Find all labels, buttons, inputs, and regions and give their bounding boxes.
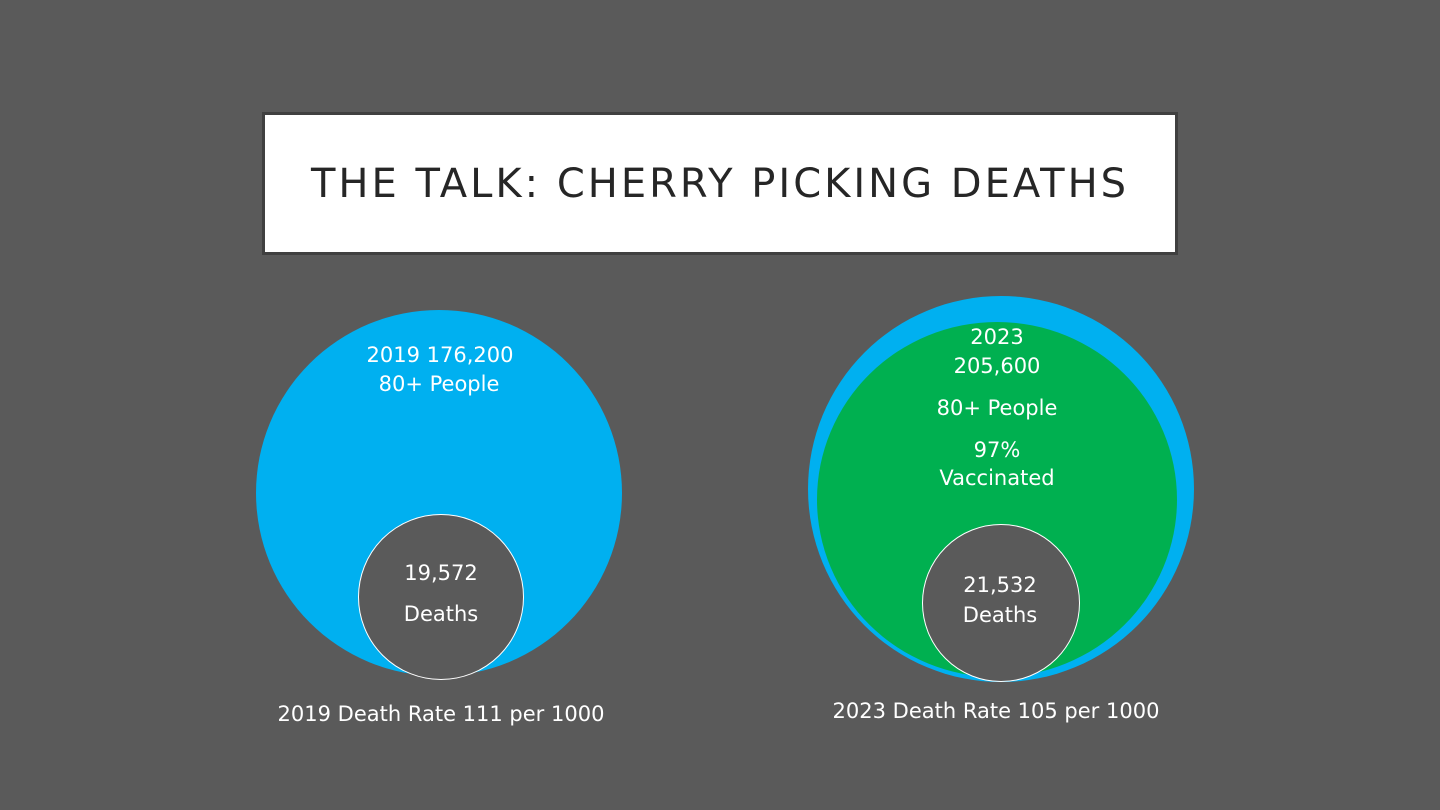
deaths-2023-value: 21,532 xyxy=(963,573,1037,597)
year-2023-label: 2023 xyxy=(970,325,1024,349)
population-2019-label: 2019 176,200 xyxy=(366,343,514,367)
group-2019-label: 80+ People xyxy=(378,372,500,396)
death-rate-2023-caption: 2023 Death Rate 105 per 1000 xyxy=(832,699,1160,723)
title-box: THE TALK: CHERRY PICKING DEATHS xyxy=(262,112,1178,255)
deaths-2019-label: Deaths xyxy=(403,602,479,626)
vaccinated-pct-label: 97% xyxy=(973,438,1021,462)
vaccinated-label: Vaccinated xyxy=(939,466,1055,490)
group-2023-label: 80+ People xyxy=(936,396,1058,420)
deaths-circle-2019 xyxy=(358,514,524,680)
population-2023-label: 205,600 xyxy=(953,354,1041,378)
death-rate-2019-caption: 2019 Death Rate 111 per 1000 xyxy=(277,702,605,726)
deaths-2019-value: 19,572 xyxy=(404,561,478,585)
slide-title: THE TALK: CHERRY PICKING DEATHS xyxy=(310,160,1130,207)
deaths-2023-label: Deaths xyxy=(962,603,1038,627)
deaths-circle-2023 xyxy=(922,524,1080,682)
